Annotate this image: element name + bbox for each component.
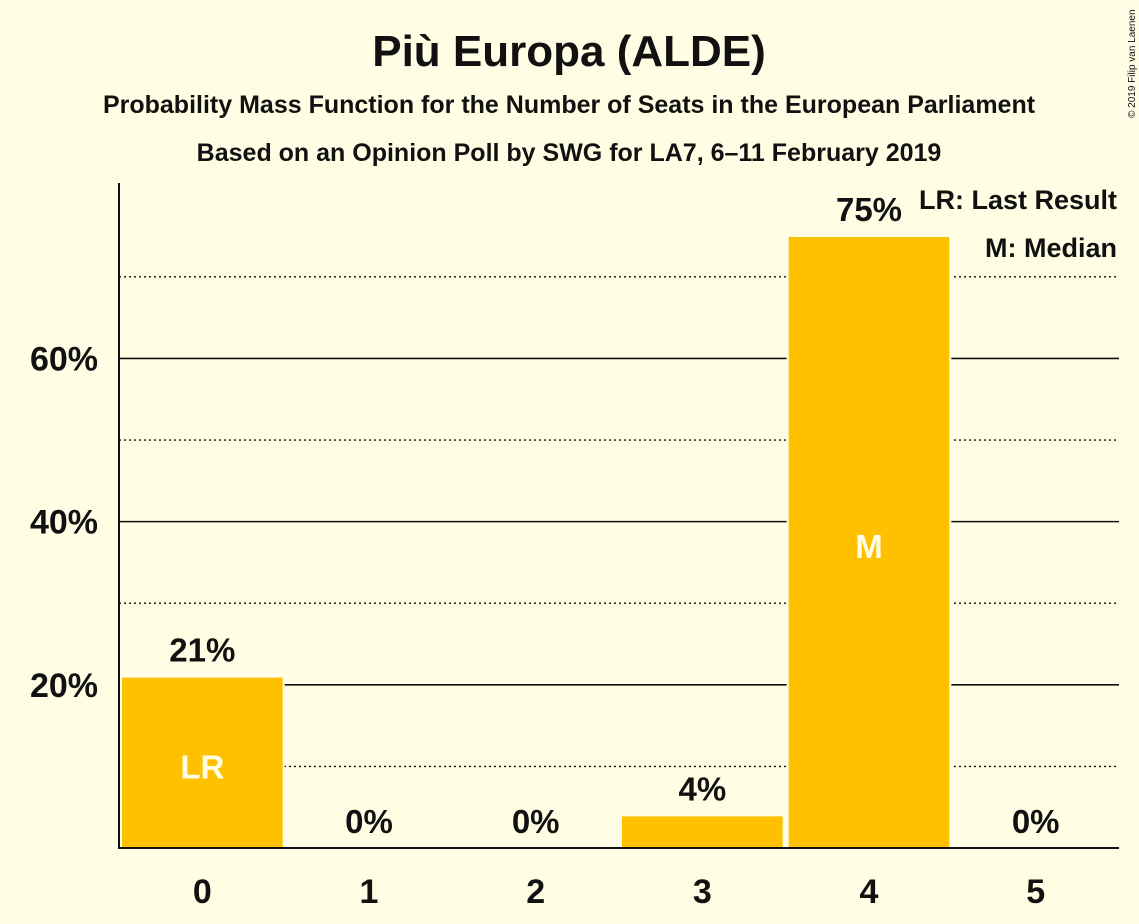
value-label: 0% [345, 803, 393, 840]
value-label: 4% [678, 770, 726, 807]
x-tick-label: 2 [526, 873, 545, 911]
value-label: 21% [169, 632, 235, 669]
value-label: 0% [512, 803, 560, 840]
value-label: 0% [1012, 803, 1060, 840]
bar-3 [620, 814, 785, 849]
x-tick-label: 3 [693, 873, 712, 911]
axes [118, 183, 1119, 849]
chart-subtitle-poll: Based on an Opinion Poll by SWG for LA7,… [197, 139, 942, 167]
chart-subtitle: Probability Mass Function for the Number… [103, 91, 1036, 119]
bar-0 [120, 675, 285, 850]
y-tick-label: 40% [30, 504, 98, 542]
copyright-notice: © 2019 Filip van Laenen [1127, 9, 1138, 118]
x-tick-label: 5 [1026, 873, 1045, 911]
legend-median: M: Median [985, 233, 1117, 263]
y-tick-label: 60% [30, 340, 98, 378]
bar-marker-lr: LR [180, 748, 224, 785]
grid-lines [119, 276, 1119, 768]
bars [120, 235, 952, 850]
x-tick-label: 1 [360, 873, 379, 911]
y-tick-label: 20% [30, 667, 98, 705]
chart-title: Più Europa (ALDE) [372, 27, 766, 76]
x-tick-label: 0 [193, 873, 212, 911]
bar-4 [786, 235, 952, 849]
legend-last-result: LR: Last Result [919, 185, 1117, 215]
x-tick-label: 4 [860, 873, 879, 911]
value-label: 75% [836, 191, 902, 228]
bar-marker-m: M [855, 528, 883, 565]
